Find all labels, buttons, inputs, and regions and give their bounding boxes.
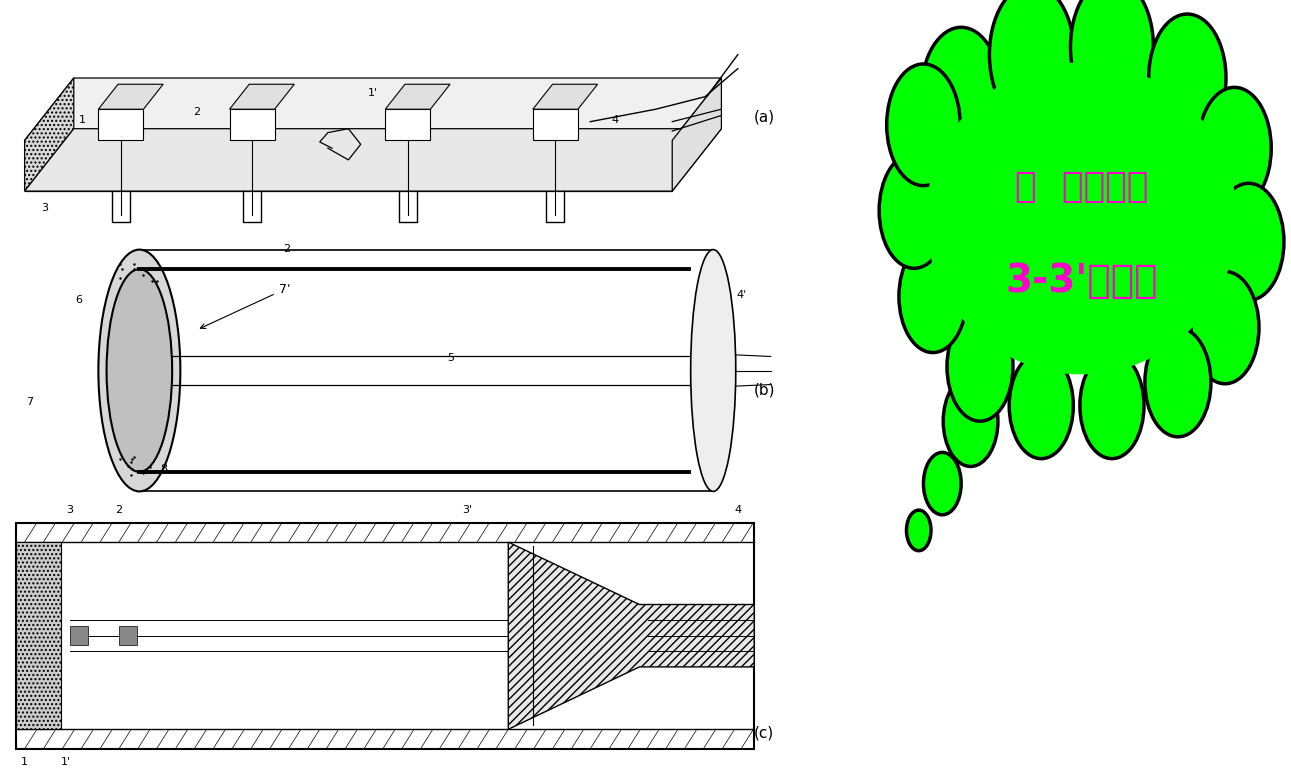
Text: 3': 3' [462, 505, 473, 515]
Circle shape [1145, 328, 1211, 437]
Bar [119, 626, 137, 645]
Polygon shape [25, 140, 673, 191]
Polygon shape [139, 250, 713, 491]
Text: 7: 7 [26, 397, 32, 406]
Ellipse shape [691, 250, 736, 491]
Ellipse shape [107, 269, 172, 472]
Polygon shape [17, 523, 754, 749]
Circle shape [920, 27, 1002, 160]
Polygon shape [385, 109, 430, 140]
Circle shape [923, 452, 961, 515]
Circle shape [899, 240, 967, 353]
Text: 4: 4 [611, 115, 618, 125]
Text: (a): (a) [754, 109, 776, 125]
Circle shape [944, 376, 998, 466]
Text: 1': 1' [61, 757, 71, 767]
Circle shape [989, 0, 1074, 125]
Polygon shape [25, 78, 722, 140]
Circle shape [1010, 353, 1073, 459]
Circle shape [1198, 87, 1272, 209]
Text: (c): (c) [754, 725, 775, 741]
Text: ？  设计切口: ？ 设计切口 [1015, 170, 1148, 204]
Polygon shape [25, 78, 74, 191]
Circle shape [906, 510, 931, 551]
Text: 3': 3' [434, 87, 444, 98]
Text: 5: 5 [448, 353, 454, 363]
Polygon shape [230, 109, 275, 140]
Circle shape [1149, 14, 1226, 142]
Polygon shape [673, 78, 722, 191]
Polygon shape [25, 129, 722, 191]
Text: 1: 1 [79, 115, 85, 125]
Text: 3: 3 [66, 505, 74, 515]
Circle shape [948, 312, 1013, 421]
Ellipse shape [98, 250, 181, 491]
Circle shape [1192, 271, 1259, 384]
Text: 8: 8 [160, 464, 168, 474]
Circle shape [879, 153, 949, 268]
Text: 1: 1 [21, 757, 28, 767]
Text: 3-3'的理由: 3-3'的理由 [1006, 262, 1158, 300]
Text: 1': 1' [368, 87, 378, 98]
Text: 6: 6 [75, 296, 83, 305]
Circle shape [887, 64, 961, 186]
Polygon shape [385, 84, 451, 109]
Circle shape [1214, 183, 1285, 300]
Polygon shape [98, 109, 143, 140]
Text: 7': 7' [200, 283, 290, 328]
Polygon shape [533, 109, 578, 140]
Text: 2: 2 [283, 243, 290, 254]
Polygon shape [509, 542, 754, 729]
Text: (b): (b) [754, 382, 776, 398]
Text: 3: 3 [41, 203, 49, 213]
Bar [70, 626, 88, 645]
Circle shape [1070, 0, 1153, 115]
Text: 4': 4' [737, 290, 747, 300]
Text: 2: 2 [115, 505, 123, 515]
Polygon shape [17, 542, 62, 729]
Polygon shape [533, 84, 598, 109]
Polygon shape [98, 84, 163, 109]
Text: 4: 4 [735, 505, 741, 515]
Circle shape [1079, 353, 1144, 459]
Ellipse shape [926, 62, 1237, 374]
Polygon shape [230, 84, 294, 109]
Text: 2: 2 [194, 107, 200, 117]
